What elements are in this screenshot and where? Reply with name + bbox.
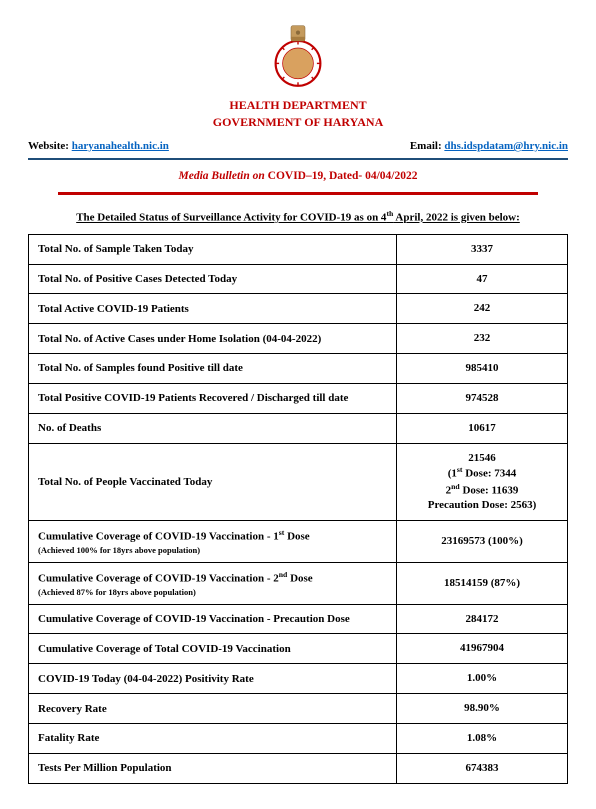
- bulletin-title: Media Bulletin on COVID–19, Dated- 04/04…: [28, 170, 568, 182]
- row-value: 98.90%: [397, 694, 568, 724]
- row-value: 18514159 (87%): [397, 562, 568, 604]
- row-value: 242: [397, 294, 568, 324]
- row-label: Total No. of Samples found Positive till…: [29, 354, 397, 384]
- row-label: Total Active COVID-19 Patients: [29, 294, 397, 324]
- emblem-logo: [263, 20, 333, 90]
- table-row: Total No. of Sample Taken Today3337: [29, 234, 568, 264]
- row-label: Cumulative Coverage of COVID-19 Vaccinat…: [29, 521, 397, 563]
- table-row: Recovery Rate98.90%: [29, 694, 568, 724]
- row-value: 985410: [397, 354, 568, 384]
- row-label: Fatality Rate: [29, 723, 397, 753]
- table-row: Total No. of Positive Cases Detected Tod…: [29, 264, 568, 294]
- email-label: Email:: [410, 140, 445, 152]
- bulletin-prefix: Media Bulletin on: [179, 170, 268, 182]
- row-value: 1.08%: [397, 723, 568, 753]
- table-row: Total No. of Samples found Positive till…: [29, 354, 568, 384]
- row-label: Recovery Rate: [29, 694, 397, 724]
- row-label: Total Positive COVID-19 Patients Recover…: [29, 383, 397, 413]
- email-link[interactable]: dhs.idspdatam@hry.nic.in: [444, 140, 568, 152]
- table-row: No. of Deaths10617: [29, 413, 568, 443]
- table-row: Total Positive COVID-19 Patients Recover…: [29, 383, 568, 413]
- bulletin-core: COVID–19,: [268, 170, 329, 182]
- email-block: Email: dhs.idspdatam@hry.nic.in: [410, 140, 568, 152]
- surveillance-table: Total No. of Sample Taken Today3337Total…: [28, 234, 568, 784]
- row-label: Tests Per Million Population: [29, 753, 397, 783]
- row-label: COVID-19 Today (04-04-2022) Positivity R…: [29, 664, 397, 694]
- row-value: 47: [397, 264, 568, 294]
- dept-title: HEALTH DEPARTMENT: [28, 98, 568, 113]
- row-value: 674383: [397, 753, 568, 783]
- row-label: Total No. of Sample Taken Today: [29, 234, 397, 264]
- website-label: Website:: [28, 140, 72, 152]
- intro-a: The Detailed Status of Surveillance Acti…: [76, 212, 386, 224]
- row-value: 3337: [397, 234, 568, 264]
- intro-b: April, 2022 is given below:: [393, 212, 520, 224]
- table-row: Fatality Rate1.08%: [29, 723, 568, 753]
- row-value: 10617: [397, 413, 568, 443]
- row-label: No. of Deaths: [29, 413, 397, 443]
- divider-red: [58, 192, 538, 195]
- row-value: 1.00%: [397, 664, 568, 694]
- divider-blue: [28, 158, 568, 160]
- row-value: 21546(1st Dose: 73442nd Dose: 11639Preca…: [397, 443, 568, 521]
- table-row: COVID-19 Today (04-04-2022) Positivity R…: [29, 664, 568, 694]
- bulletin-dated: Dated- 04/04/2022: [329, 170, 417, 182]
- row-value: 232: [397, 324, 568, 354]
- table-row: Tests Per Million Population674383: [29, 753, 568, 783]
- page: HEALTH DEPARTMENT GOVERNMENT OF HARYANA …: [0, 0, 596, 804]
- row-label: Cumulative Coverage of COVID-19 Vaccinat…: [29, 562, 397, 604]
- intro-line: The Detailed Status of Surveillance Acti…: [28, 209, 568, 224]
- website-block: Website: haryanahealth.nic.in: [28, 140, 169, 152]
- row-value: 974528: [397, 383, 568, 413]
- row-value: 41967904: [397, 634, 568, 664]
- table-row: Cumulative Coverage of Total COVID-19 Va…: [29, 634, 568, 664]
- table-row: Cumulative Coverage of COVID-19 Vaccinat…: [29, 562, 568, 604]
- table-row: Total No. of Active Cases under Home Iso…: [29, 324, 568, 354]
- table-row: Cumulative Coverage of COVID-19 Vaccinat…: [29, 521, 568, 563]
- contact-row: Website: haryanahealth.nic.in Email: dhs…: [28, 140, 568, 152]
- website-link[interactable]: haryanahealth.nic.in: [72, 140, 169, 152]
- row-label: Total No. of Positive Cases Detected Tod…: [29, 264, 397, 294]
- row-label: Cumulative Coverage of Total COVID-19 Va…: [29, 634, 397, 664]
- row-value: 23169573 (100%): [397, 521, 568, 563]
- gov-title: GOVERNMENT OF HARYANA: [28, 115, 568, 130]
- table-row: Total Active COVID-19 Patients242: [29, 294, 568, 324]
- row-value: 284172: [397, 604, 568, 634]
- table-row: Total No. of People Vaccinated Today2154…: [29, 443, 568, 521]
- row-label: Total No. of People Vaccinated Today: [29, 443, 397, 521]
- table-row: Cumulative Coverage of COVID-19 Vaccinat…: [29, 604, 568, 634]
- row-label: Cumulative Coverage of COVID-19 Vaccinat…: [29, 604, 397, 634]
- row-label: Total No. of Active Cases under Home Iso…: [29, 324, 397, 354]
